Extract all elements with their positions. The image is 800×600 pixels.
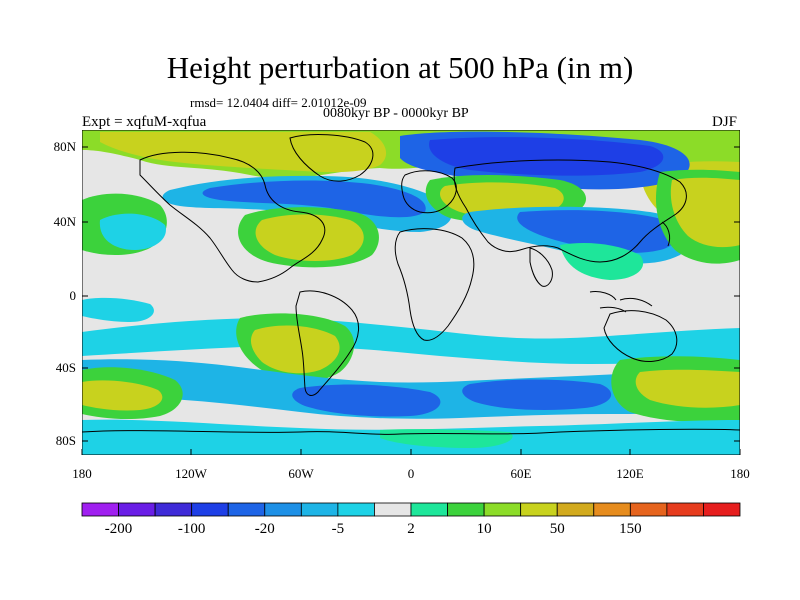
latitude-labels: 80N 40N 0 40S 80S (54, 139, 77, 448)
anomaly-natlantic-blue (202, 180, 426, 218)
colorbar-swatch (483, 502, 522, 517)
colorbar-label: 50 (550, 521, 565, 537)
colorbar-label: 150 (619, 521, 642, 537)
colorbar-swatch (118, 502, 156, 517)
lon-label: 120W (175, 466, 208, 481)
anomaly-greenland-yellow (100, 132, 387, 173)
anomaly-subtropic-cyan-pacific (82, 297, 154, 322)
colorbar-swatch (666, 502, 704, 517)
anomaly-sh-darkblue-indian (462, 379, 612, 410)
anomaly-eurasia-arctic-dark (429, 137, 664, 176)
colorbar (81, 502, 741, 517)
colorbar-swatch (300, 502, 339, 517)
anomaly-ne-pacific-yellow (670, 177, 740, 248)
map-panel (82, 130, 740, 455)
season-label: DJF (712, 114, 738, 130)
colorbar-swatch (154, 502, 193, 517)
experiment-label: Expt = xqfuM-xqfua (82, 114, 207, 130)
colorbar-swatch (81, 502, 119, 517)
map-subtitle: 0080kyr BP - 0000kyr BP (323, 106, 469, 121)
lat-label: 80N (54, 139, 77, 154)
anomaly-eastasia-blue (517, 210, 678, 253)
colorbar-label: 10 (477, 521, 492, 537)
colorbar-swatch (703, 502, 741, 517)
anomaly-atlantic-yellow (255, 214, 364, 262)
lon-label: 180 (730, 466, 750, 481)
anomaly-sh-indian-yellow (635, 369, 740, 408)
anomaly-pacific-west-lightblue (99, 213, 166, 250)
lat-label: 80S (56, 433, 76, 448)
colorbar-labels: -200 -100 -20 -5 2 10 50 150 (105, 521, 642, 537)
lon-label: 120E (616, 466, 644, 481)
colorbar-swatch (374, 502, 412, 517)
lat-label: 40N (54, 214, 77, 229)
colorbar-swatch (593, 502, 631, 517)
anomaly-south-america-yellow (250, 325, 340, 374)
colorbar-swatch (337, 502, 375, 517)
colorbar-label: -100 (178, 521, 206, 537)
axis-ticks (81, 146, 741, 455)
colorbar-label: -200 (105, 521, 133, 537)
colorbar-swatch (191, 502, 229, 517)
colorbar-swatch (520, 502, 558, 517)
lat-label: 0 (70, 288, 77, 303)
stats-line: rmsd= 12.0404 diff= 2.01012e-09 (190, 95, 367, 110)
colorbar-swatch (264, 502, 302, 517)
longitude-labels: 180 120W 60W 0 60E 120E 180 (72, 466, 750, 481)
colorbar-swatch (629, 502, 668, 517)
lon-label: 60E (511, 466, 532, 481)
map-title: Height perturbation at 500 hPa (in m) (166, 50, 634, 85)
lat-label: 40S (56, 360, 76, 375)
lon-label: 180 (72, 466, 92, 481)
lon-label: 0 (408, 466, 415, 481)
colorbar-swatch (556, 502, 595, 517)
anomaly-sh-pacific-yellow (82, 380, 163, 411)
colorbar-swatch (447, 502, 485, 517)
colorbar-label: -5 (332, 521, 345, 537)
lon-label: 60W (288, 466, 314, 481)
coastlines (82, 134, 740, 435)
anomaly-sh-darkblue-atlantic (292, 384, 441, 417)
colorbar-swatch (410, 502, 448, 517)
colorbar-label: -20 (255, 521, 275, 537)
colorbar-label: 2 (407, 521, 415, 537)
colorbar-swatch (227, 502, 266, 517)
